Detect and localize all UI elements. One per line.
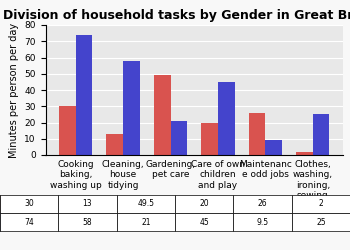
Bar xyxy=(106,134,123,155)
Bar xyxy=(218,82,235,155)
Bar xyxy=(123,61,140,155)
Bar xyxy=(313,114,329,155)
Bar xyxy=(265,140,282,155)
Bar xyxy=(59,106,76,155)
Title: Division of household tasks by Gender in Great Britain: Division of household tasks by Gender in… xyxy=(3,10,350,22)
Bar xyxy=(170,121,187,155)
Y-axis label: Minutes per person per day: Minutes per person per day xyxy=(9,22,19,158)
Bar xyxy=(201,122,218,155)
Bar xyxy=(76,35,92,155)
Bar xyxy=(154,74,170,155)
Bar xyxy=(296,152,313,155)
Bar xyxy=(249,113,265,155)
